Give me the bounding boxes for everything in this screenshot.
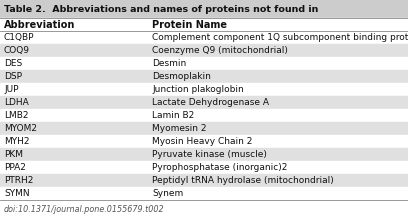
Text: Coenzyme Q9 (mitochondrial): Coenzyme Q9 (mitochondrial)	[152, 46, 288, 55]
Bar	[0, 161, 408, 174]
Text: Desmoplakin: Desmoplakin	[152, 72, 211, 81]
Text: Myomesin 2: Myomesin 2	[152, 124, 206, 133]
Text: LDHA: LDHA	[4, 98, 29, 107]
Text: C1QBP: C1QBP	[4, 33, 35, 42]
Bar	[0, 31, 408, 44]
Text: Pyruvate kinase (muscle): Pyruvate kinase (muscle)	[152, 150, 267, 159]
Bar	[0, 135, 408, 148]
Bar	[0, 174, 408, 187]
Bar	[0, 70, 408, 83]
Text: Myosin Heavy Chain 2: Myosin Heavy Chain 2	[152, 137, 253, 146]
Text: MYOM2: MYOM2	[4, 124, 37, 133]
Bar	[0, 44, 408, 57]
Bar	[0, 187, 408, 200]
Text: PKM: PKM	[4, 150, 23, 159]
Text: DES: DES	[4, 59, 22, 68]
Bar	[0, 57, 408, 70]
Text: doi:10.1371/journal.pone.0155679.t002: doi:10.1371/journal.pone.0155679.t002	[4, 206, 164, 215]
Text: Lamin B2: Lamin B2	[152, 111, 194, 120]
Bar	[0, 109, 408, 122]
Text: LMB2: LMB2	[4, 111, 29, 120]
Text: Synem: Synem	[152, 189, 183, 198]
Text: PPA2: PPA2	[4, 163, 26, 172]
Text: COQ9: COQ9	[4, 46, 30, 55]
Text: Pyrophosphatase (inorganic)2: Pyrophosphatase (inorganic)2	[152, 163, 287, 172]
Bar	[0, 148, 408, 161]
Text: JUP: JUP	[4, 85, 18, 94]
Text: Desmin: Desmin	[152, 59, 186, 68]
Bar	[0, 122, 408, 135]
Text: Abbreviation: Abbreviation	[4, 19, 75, 29]
Text: Table 2.  Abbreviations and names of proteins not found in: Table 2. Abbreviations and names of prot…	[4, 4, 322, 14]
Text: SYMN: SYMN	[4, 189, 30, 198]
Text: MYH2: MYH2	[4, 137, 29, 146]
Bar	[0, 83, 408, 96]
Text: Complement component 1Q subcomponent binding protein: Complement component 1Q subcomponent bin…	[152, 33, 408, 42]
Text: Peptidyl tRNA hydrolase (mitochondrial): Peptidyl tRNA hydrolase (mitochondrial)	[152, 176, 334, 185]
Bar	[0, 96, 408, 109]
Bar	[0, 0, 408, 18]
Text: DSP: DSP	[4, 72, 22, 81]
Text: PTRH2: PTRH2	[4, 176, 33, 185]
Text: Protein Name: Protein Name	[152, 19, 227, 29]
Bar	[0, 18, 408, 31]
Text: Lactate Dehydrogenase A: Lactate Dehydrogenase A	[152, 98, 269, 107]
Text: Junction plakoglobin: Junction plakoglobin	[152, 85, 244, 94]
